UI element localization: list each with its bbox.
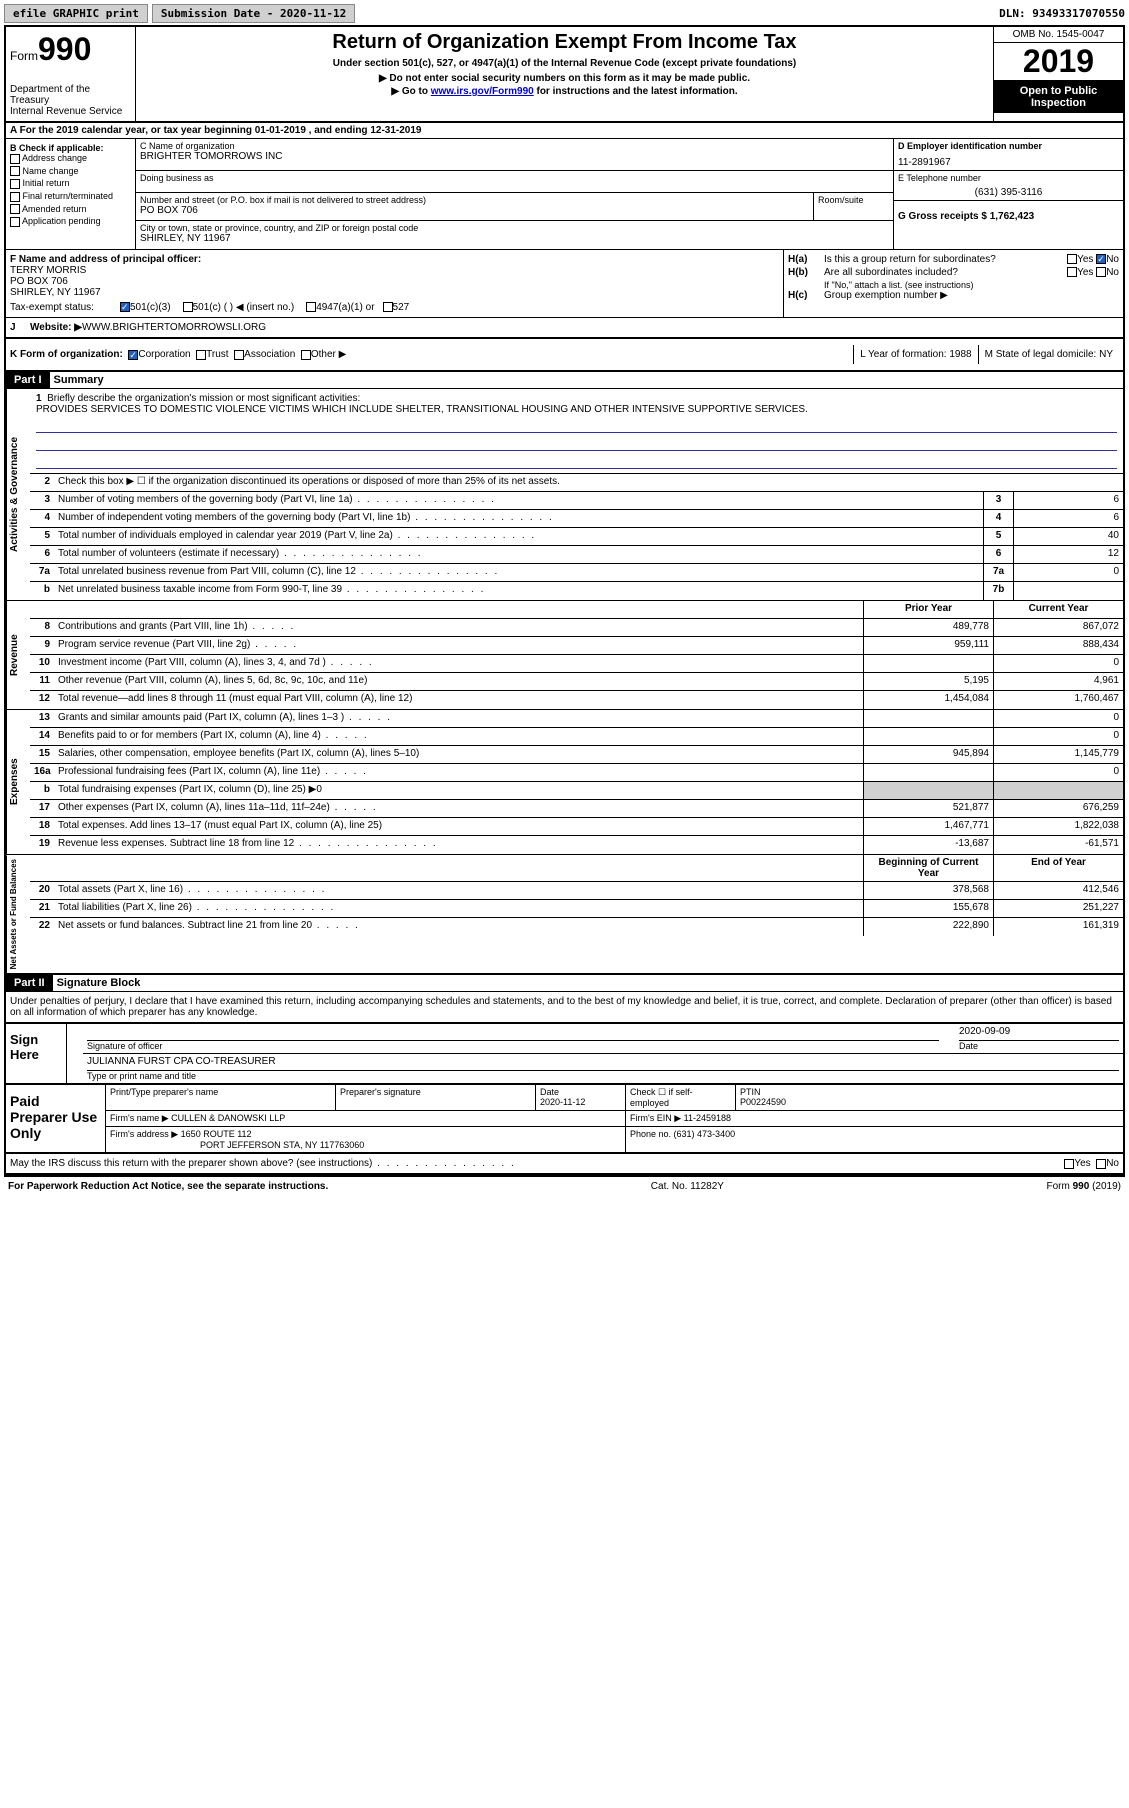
org-name: BRIGHTER TOMORROWS INC — [140, 151, 889, 162]
paid-preparer-block: Paid Preparer Use Only Print/Type prepar… — [6, 1085, 1123, 1154]
chk-app-pending[interactable] — [10, 217, 20, 227]
section-e-phone: E Telephone number (631) 395-3116 — [894, 171, 1123, 201]
hb-note: If "No," attach a list. (see instruction… — [788, 280, 1119, 290]
tax-exempt-status: Tax-exempt status: 501(c)(3) 501(c) ( ) … — [10, 298, 779, 313]
chk-amended[interactable] — [10, 204, 20, 214]
section-fh: F Name and address of principal officer:… — [6, 250, 1123, 318]
sign-here-block: Sign Here Signature of officer 2020-09-0… — [6, 1024, 1123, 1085]
chk-assoc[interactable] — [234, 350, 244, 360]
open-to-public: Open to Public Inspection — [994, 81, 1123, 113]
revenue-section: Revenue Prior YearCurrent Year 8Contribu… — [6, 601, 1123, 710]
form-990-page: Form990 Department of the Treasury Inter… — [4, 25, 1125, 1177]
dba-box: Doing business as — [136, 171, 893, 193]
chk-discuss-yes[interactable] — [1064, 1159, 1074, 1169]
department: Department of the Treasury Internal Reve… — [10, 68, 131, 117]
side-net: Net Assets or Fund Balances — [6, 855, 30, 973]
chk-hb-yes[interactable] — [1067, 267, 1077, 277]
section-b-label: B Check if applicable: — [10, 143, 131, 153]
chk-501c3[interactable] — [120, 302, 130, 312]
form-ref: Form 990 (2019) — [1047, 1181, 1121, 1192]
section-g-receipts: G Gross receipts $ 1,762,423 — [894, 201, 1123, 229]
chk-4947[interactable] — [306, 302, 316, 312]
net-assets-section: Net Assets or Fund Balances Beginning of… — [6, 855, 1123, 975]
row-j-website: J Website: ▶ WWW.BRIGHTERTOMORROWSLI.ORG — [6, 318, 1123, 339]
chk-ha-no[interactable] — [1096, 254, 1106, 264]
mission-description: PROVIDES SERVICES TO DOMESTIC VIOLENCE V… — [36, 404, 1117, 415]
chk-trust[interactable] — [196, 350, 206, 360]
org-name-box: C Name of organization BRIGHTER TOMORROW… — [136, 139, 893, 171]
omb-number: OMB No. 1545-0047 — [994, 27, 1123, 43]
city-box: City or town, state or province, country… — [136, 221, 893, 249]
chk-name-change[interactable] — [10, 166, 20, 176]
chk-corp[interactable] — [128, 350, 138, 360]
chk-initial-return[interactable] — [10, 179, 20, 189]
address-box: Number and street (or P.O. box if mail i… — [136, 193, 813, 221]
section-bcdefg: B Check if applicable: Address change Na… — [6, 139, 1123, 250]
side-expenses: Expenses — [6, 710, 30, 854]
row-k-form-org: K Form of organization: Corporation Trus… — [6, 339, 1123, 372]
side-revenue: Revenue — [6, 601, 30, 709]
chk-discuss-no[interactable] — [1096, 1159, 1106, 1169]
part1-header: Part ISummary — [6, 372, 1123, 389]
tax-year: 2019 — [994, 43, 1123, 81]
expenses-section: Expenses 13Grants and similar amounts pa… — [6, 710, 1123, 855]
chk-hb-no[interactable] — [1096, 267, 1106, 277]
submission-date: Submission Date - 2020-11-12 — [152, 4, 355, 23]
section-f: F Name and address of principal officer:… — [10, 254, 779, 298]
chk-ha-yes[interactable] — [1067, 254, 1077, 264]
irs-discuss-row: May the IRS discuss this return with the… — [6, 1154, 1123, 1175]
form-title: Return of Organization Exempt From Incom… — [144, 31, 985, 54]
row-a-tax-year: A For the 2019 calendar year, or tax yea… — [6, 123, 1123, 139]
instruction-1: ▶ Do not enter social security numbers o… — [144, 73, 985, 84]
chk-527[interactable] — [383, 302, 393, 312]
part2-header: Part IISignature Block — [6, 975, 1123, 992]
dln: DLN: 93493317070550 — [999, 7, 1125, 20]
section-d-ein: D Employer identification number 11-2891… — [894, 139, 1123, 171]
row-m: M State of legal domicile: NY — [978, 345, 1119, 364]
governance-section: Activities & Governance 1 Briefly descri… — [6, 389, 1123, 601]
efile-button[interactable]: efile GRAPHIC print — [4, 4, 148, 23]
top-bar: efile GRAPHIC print Submission Date - 20… — [4, 4, 1125, 23]
form-subtitle: Under section 501(c), 527, or 4947(a)(1)… — [144, 58, 985, 69]
chk-other[interactable] — [301, 350, 311, 360]
form-header: Form990 Department of the Treasury Inter… — [6, 27, 1123, 123]
page-footer: For Paperwork Reduction Act Notice, see … — [4, 1177, 1125, 1196]
row-l: L Year of formation: 1988 — [853, 345, 977, 364]
chk-501c[interactable] — [183, 302, 193, 312]
irs-link[interactable]: www.irs.gov/Form990 — [431, 86, 534, 97]
side-governance: Activities & Governance — [6, 389, 30, 600]
section-b: B Check if applicable: Address change Na… — [6, 139, 136, 249]
form-number: Form990 — [10, 31, 131, 68]
penalty-declaration: Under penalties of perjury, I declare th… — [6, 992, 1123, 1024]
instruction-2: ▶ Go to www.irs.gov/Form990 for instruct… — [144, 86, 985, 97]
chk-address-change[interactable] — [10, 154, 20, 164]
chk-final-return[interactable] — [10, 192, 20, 202]
room-suite: Room/suite — [813, 193, 893, 221]
